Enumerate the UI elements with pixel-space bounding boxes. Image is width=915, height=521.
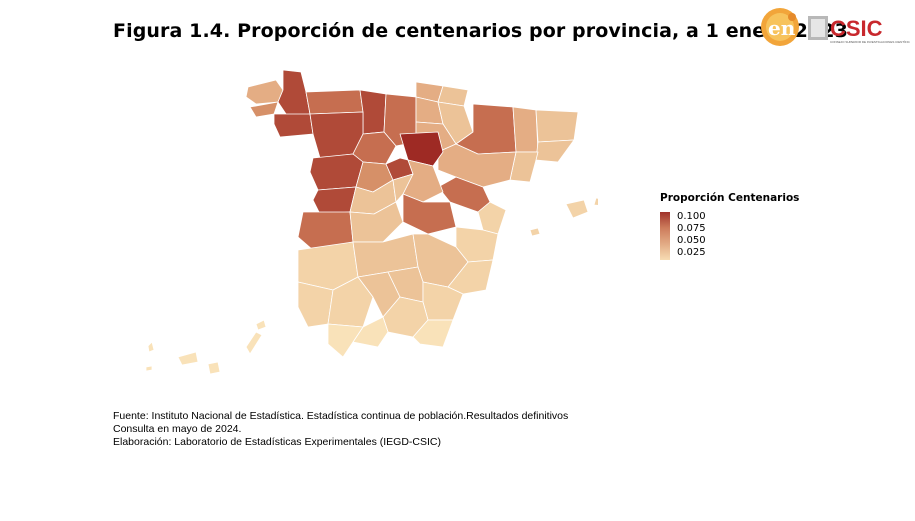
source-line: Fuente: Instituto Nacional de Estadístic… xyxy=(113,410,569,422)
legend-colorbar xyxy=(660,212,670,260)
province-girona xyxy=(535,109,579,143)
legend: Proporción Centenarios 0.100 0.075 0.050… xyxy=(660,192,799,260)
csic-logo-text: CSIC xyxy=(830,16,883,41)
legend-scale: 0.100 0.075 0.050 0.025 xyxy=(660,210,799,260)
choropleth-map xyxy=(145,69,598,375)
province-sevilla xyxy=(327,276,374,328)
province-cantabria xyxy=(359,89,387,135)
legend-tick xyxy=(671,240,675,241)
consultation-line: Consulta en mayo de 2024. xyxy=(113,423,242,435)
source-notes: Fuente: Instituto Nacional de Estadístic… xyxy=(113,410,568,449)
province-castellon xyxy=(477,201,507,235)
legend-label: 0.100 xyxy=(677,211,706,222)
legend-tick xyxy=(671,252,675,253)
legend-tick xyxy=(671,228,675,229)
canary-islands-gran-canaria xyxy=(207,361,221,375)
canary-islands-el-hierro xyxy=(145,365,153,372)
legend-label: 0.075 xyxy=(677,223,706,234)
canary-islands-la-palma xyxy=(147,341,155,353)
canary-islands-fuerteventura xyxy=(245,331,263,355)
province-ourense xyxy=(273,113,314,138)
logo-graphics: en CSIC CONSEJO SUPERIOR DE INVESTIGACIO… xyxy=(761,8,914,46)
province-salamanca xyxy=(312,186,357,215)
province-lleida xyxy=(512,106,539,153)
province-lugo xyxy=(277,69,311,118)
institution-logos: en CSIC CONSEJO SUPERIOR DE INVESTIGACIO… xyxy=(758,5,914,51)
canary-islands-lanzarote xyxy=(255,319,267,331)
province-huelva xyxy=(297,281,334,328)
legend-label: 0.025 xyxy=(677,247,706,258)
province-barcelona xyxy=(535,139,575,163)
province-asturias xyxy=(305,89,364,115)
figure-title: Figura 1.4. Proporción de centenarios po… xyxy=(113,20,848,42)
elaboration-line: Elaboración: Laboratorio de Estadísticas… xyxy=(113,436,441,448)
legend-tick xyxy=(671,216,675,217)
province-baleares-menorca xyxy=(593,197,598,206)
province-zaragoza xyxy=(437,143,517,188)
province-cadiz xyxy=(327,323,364,358)
canary-islands-tenerife xyxy=(177,351,199,366)
province-a-coruna xyxy=(245,79,284,105)
province-baleares-mallorca xyxy=(565,199,589,219)
legend-title: Proporción Centenarios xyxy=(660,192,800,204)
province-soria xyxy=(399,131,444,167)
province-zamora xyxy=(309,153,364,191)
province-alicante xyxy=(447,259,494,295)
csic-logo: CSIC CONSEJO SUPERIOR DE INVESTIGACIONES… xyxy=(808,16,914,44)
legend-label: 0.050 xyxy=(677,235,706,246)
province-baleares-ibiza xyxy=(529,227,541,237)
csic-logo-subtext: CONSEJO SUPERIOR DE INVESTIGACIONES CIEN… xyxy=(830,40,910,44)
enr-logo-icon: en xyxy=(761,8,799,46)
province-almeria xyxy=(412,319,454,348)
